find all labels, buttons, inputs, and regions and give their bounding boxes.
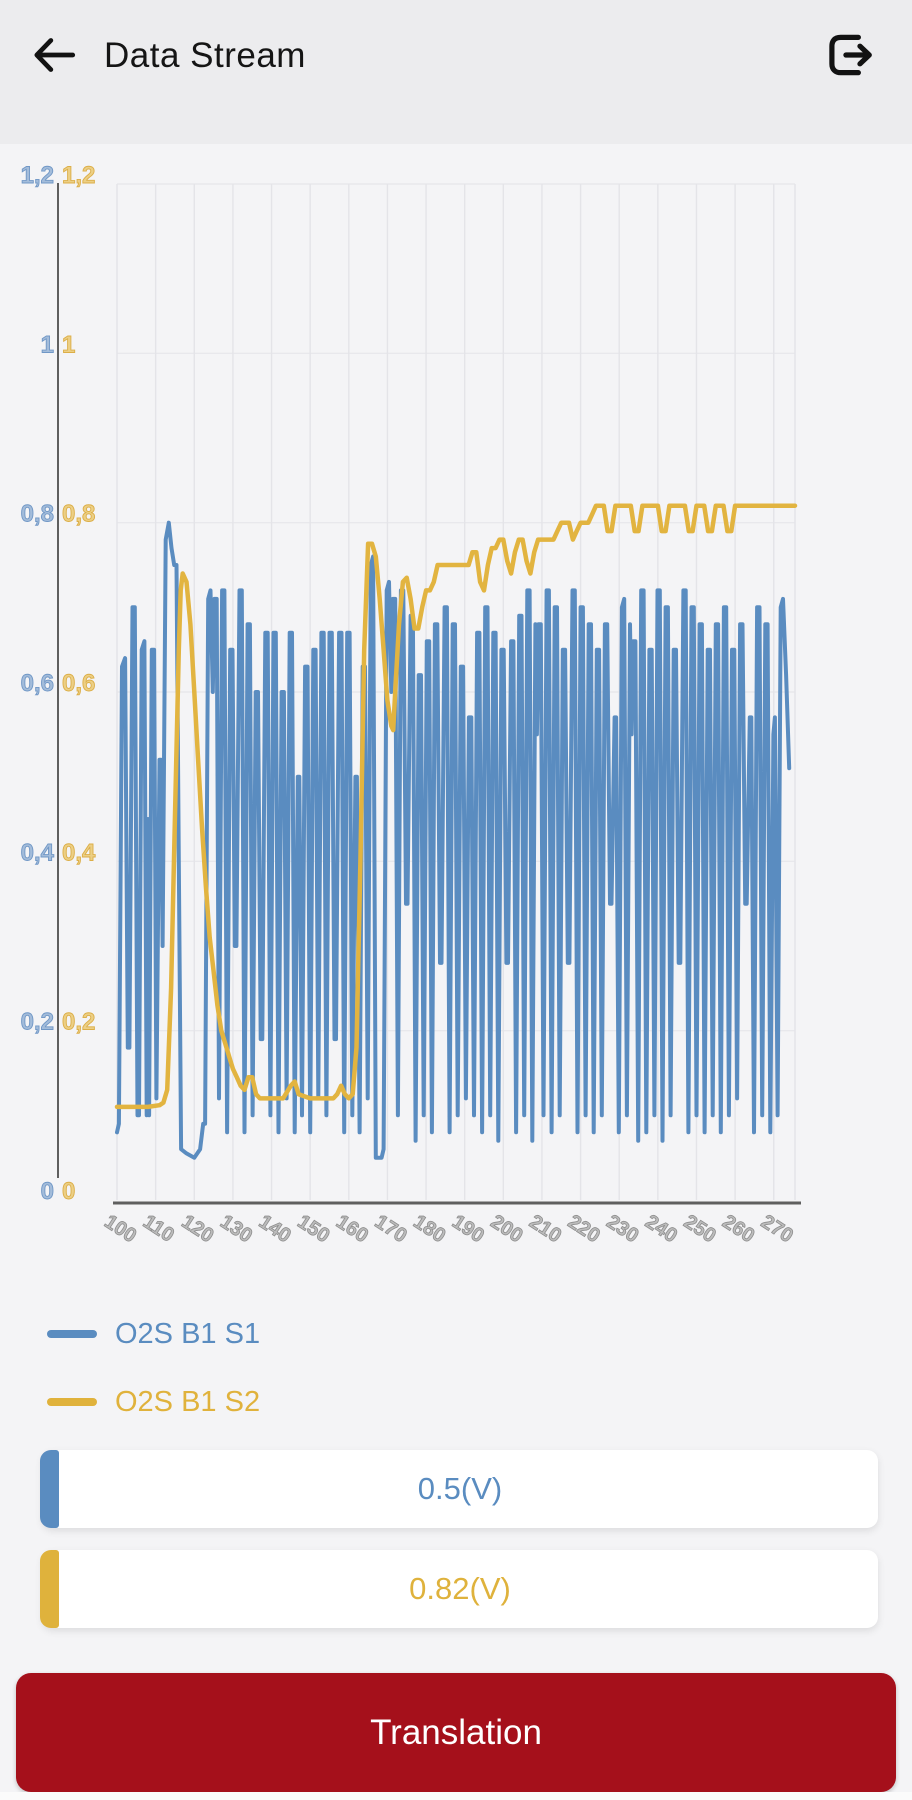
sensor1-value-card: 0.5(V)	[40, 1450, 878, 1528]
datastream-chart[interactable]: 0 0 0,2 0,2 0,4 0,4 0,6 0,6 0,8 0,8 1 1 1,2 1,2 100110…	[0, 145, 912, 1285]
svg-text:0,8: 0,8	[21, 501, 54, 528]
legend-label: O2S B1 S1	[115, 1317, 261, 1350]
svg-text:1,2: 1,2	[62, 162, 95, 189]
svg-text:110: 110	[139, 1211, 178, 1247]
svg-text:1: 1	[62, 331, 75, 358]
sensor2-value-card: 0.82(V)	[40, 1550, 878, 1628]
legend-item-o2s-b1-s2[interactable]: O2S B1 S2	[0, 1380, 912, 1424]
svg-text:190: 190	[448, 1211, 488, 1248]
sensor2-accent-bar	[40, 1550, 59, 1628]
legend-item-o2s-b1-s1[interactable]: O2S B1 S1	[0, 1312, 912, 1356]
page-title: Data Stream	[104, 36, 306, 75]
svg-text:0,4: 0,4	[21, 839, 55, 866]
svg-text:240: 240	[641, 1211, 681, 1248]
svg-text:0: 0	[41, 1178, 54, 1205]
arrow-left-icon	[29, 30, 79, 83]
svg-text:0,8: 0,8	[62, 501, 95, 528]
legend-label: O2S B1 S2	[115, 1385, 261, 1418]
svg-text:160: 160	[332, 1211, 372, 1248]
svg-text:230: 230	[602, 1211, 642, 1248]
svg-text:0,6: 0,6	[62, 670, 95, 697]
bottom-strip	[0, 1792, 912, 1800]
back-button[interactable]	[16, 18, 92, 94]
sensor1-accent-bar	[40, 1450, 59, 1528]
series2-swatch	[47, 1398, 97, 1406]
svg-text:260: 260	[718, 1211, 758, 1248]
svg-text:0,6: 0,6	[21, 670, 54, 697]
svg-text:120: 120	[178, 1211, 218, 1248]
svg-text:200: 200	[487, 1211, 527, 1248]
svg-text:1: 1	[41, 331, 54, 358]
export-arrow-icon	[821, 28, 875, 85]
svg-text:220: 220	[564, 1211, 604, 1248]
header-row: Data Stream	[0, 18, 912, 94]
chart-legend: O2S B1 S1 O2S B1 S2	[0, 1312, 912, 1448]
svg-text:100: 100	[100, 1211, 140, 1248]
export-button[interactable]	[810, 18, 886, 94]
svg-text:250: 250	[680, 1211, 720, 1248]
translation-button[interactable]: Translation	[16, 1673, 896, 1792]
svg-text:170: 170	[371, 1211, 411, 1248]
svg-text:130: 130	[216, 1211, 256, 1248]
svg-text:1,2: 1,2	[21, 162, 54, 189]
svg-text:0: 0	[62, 1178, 75, 1205]
sensor1-value: 0.5(V)	[417, 1471, 503, 1506]
series1-swatch	[47, 1330, 97, 1338]
svg-text:210: 210	[525, 1211, 565, 1248]
header-bar: Data Stream	[0, 0, 912, 144]
svg-text:150: 150	[293, 1211, 333, 1248]
svg-text:0,2: 0,2	[62, 1009, 95, 1036]
svg-text:270: 270	[757, 1211, 797, 1248]
svg-text:180: 180	[409, 1211, 449, 1248]
svg-text:0,4: 0,4	[62, 839, 96, 866]
sensor2-value: 0.82(V)	[409, 1571, 511, 1606]
svg-text:140: 140	[255, 1211, 295, 1248]
svg-text:0,2: 0,2	[21, 1009, 54, 1036]
